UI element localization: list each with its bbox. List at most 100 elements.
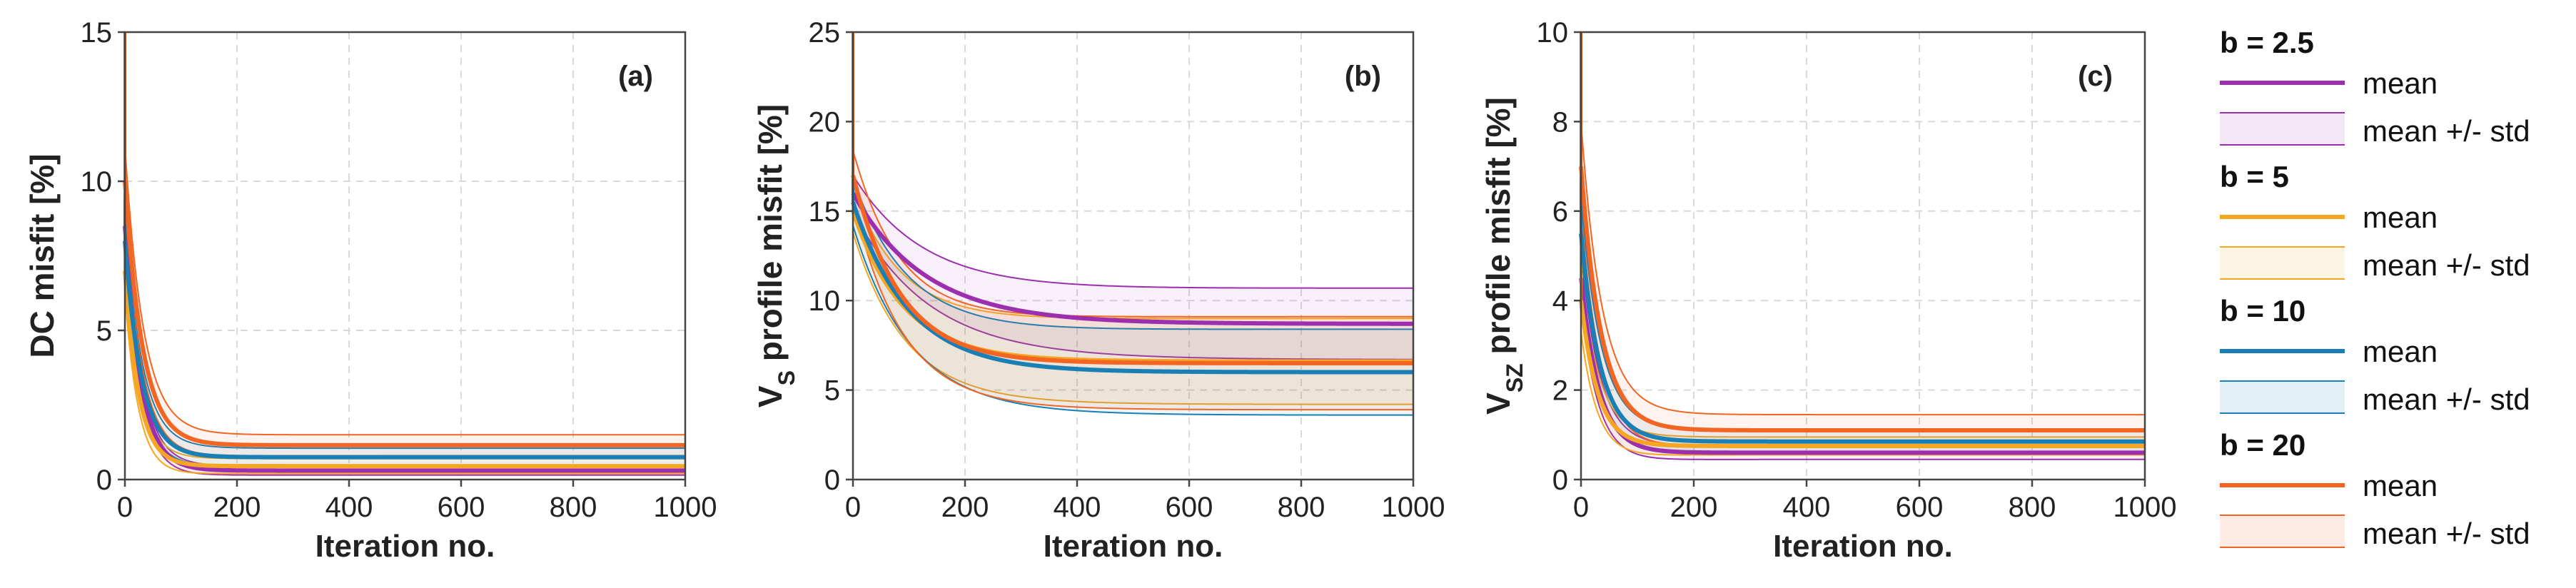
x-tick-label: 800 xyxy=(1278,492,1325,523)
y-axis-label-suffix: profile misfit [%] xyxy=(752,104,789,370)
std-upper-b20 xyxy=(124,145,685,436)
legend-std-label: mean +/- std xyxy=(2363,248,2530,282)
y-tick-label: 0 xyxy=(824,465,840,496)
y-tick-label: 8 xyxy=(1552,106,1568,138)
std-upper-b5 xyxy=(852,189,1414,320)
std-lower-b5 xyxy=(1580,331,2145,456)
x-tick-label: 400 xyxy=(1054,492,1101,523)
x-tick-label: 600 xyxy=(438,492,485,523)
x-tick-label: 0 xyxy=(1573,492,1589,523)
mean-line-b2_5 xyxy=(1579,278,2145,455)
mean-line-b20 xyxy=(851,174,1413,365)
std-band-b20 xyxy=(853,150,1413,410)
x-tick-label: 400 xyxy=(325,492,373,523)
y-tick-label: 4 xyxy=(1552,285,1568,317)
std-lower-b10 xyxy=(852,225,1414,416)
x-tick-label: 600 xyxy=(1896,492,1944,523)
legend-std-swatch-b20 xyxy=(2220,515,2345,547)
x-tick-label: 1000 xyxy=(2113,492,2177,523)
legend-std-swatch-b2_5 xyxy=(2220,113,2345,145)
x-tick-label: 800 xyxy=(550,492,597,523)
mean-line-b10 xyxy=(1579,233,2145,444)
y-tick-label: 2 xyxy=(1552,375,1568,407)
std-lower-b20 xyxy=(124,217,685,457)
y-tick-label: 20 xyxy=(809,106,841,138)
y-axis-label-suffix: profile misfit [%] xyxy=(1480,97,1517,363)
legend-title-b10: b = 10 xyxy=(2220,294,2305,328)
y-axis-label-subscript: S xyxy=(774,370,799,385)
mean-line-b2_5 xyxy=(851,192,1414,326)
x-tick-label: 600 xyxy=(1166,492,1213,523)
y-tick-label: 5 xyxy=(824,375,840,407)
legend: b = 2.5 mean mean +/- std b = 5 mean mean +/-… xyxy=(2220,26,2530,550)
panel-a: 0 200 400 600 800 1000 0 5 10 15 Iteration no. DC m… xyxy=(24,17,717,564)
panel-c: 0 200 400 600 800 1000 0 2 4 6 8 10 Iteration no. VSZ… xyxy=(1480,17,2176,564)
y-tick-label: 10 xyxy=(81,166,113,198)
y-tick-label: 10 xyxy=(1537,17,1569,49)
mean-line-b10 xyxy=(851,201,1413,375)
std-lower-b5 xyxy=(852,232,1414,405)
legend-std-label: mean +/- std xyxy=(2363,382,2530,416)
x-tick-label: 1000 xyxy=(1382,492,1445,523)
legend-std-swatch-b5 xyxy=(2220,247,2345,279)
std-band-b2_5 xyxy=(853,175,1413,360)
y-axis-label-subscript: SZ xyxy=(1502,363,1527,392)
x-tick-label: 200 xyxy=(213,492,261,523)
std-upper-b10 xyxy=(1580,197,2145,432)
panel-tag: (c) xyxy=(2078,61,2113,92)
panel-b: 0 200 400 600 800 1000 0 5 10 15 20 25 Iteration no.… xyxy=(752,17,1445,564)
y-axis-label-main: V xyxy=(1480,392,1517,415)
std-upper-b10 xyxy=(124,213,685,450)
x-tick-label: 200 xyxy=(1670,492,1718,523)
std-band-b10 xyxy=(1581,197,2145,453)
std-lower-b2_5 xyxy=(1580,305,2145,460)
y-tick-label: 10 xyxy=(809,285,841,317)
std-band-b20 xyxy=(125,145,685,456)
y-tick-label: 15 xyxy=(81,17,113,49)
plot-frame xyxy=(852,31,1415,481)
y-tick-label: 6 xyxy=(1552,196,1568,228)
y-axis-label: VSZ profile misfit [%] xyxy=(1480,97,1527,415)
legend-std-swatch-b10 xyxy=(2220,381,2345,413)
y-tick-label: 0 xyxy=(96,465,112,496)
std-upper-b10 xyxy=(852,178,1414,330)
x-tick-label: 400 xyxy=(1783,492,1831,523)
plot-frame xyxy=(123,31,687,481)
legend-std-label: mean +/- std xyxy=(2363,114,2530,148)
y-tick-label: 15 xyxy=(809,196,841,228)
y-axis-label: DC misfit [%] xyxy=(24,153,61,358)
legend-title-b20: b = 20 xyxy=(2220,428,2305,462)
legend-mean-label: mean xyxy=(2363,469,2438,502)
x-axis-label: Iteration no. xyxy=(1044,529,1223,564)
mean-line-b2_5 xyxy=(123,225,685,473)
std-lower-b2_5 xyxy=(124,243,685,476)
x-tick-label: 800 xyxy=(2009,492,2056,523)
y-axis-label-main: DC misfit [%] xyxy=(24,153,61,358)
y-tick-label: 25 xyxy=(809,17,841,49)
mean-line-b5 xyxy=(123,270,685,469)
std-upper-b5 xyxy=(1580,269,2145,438)
std-lower-b2_5 xyxy=(852,211,1414,360)
x-tick-label: 1000 xyxy=(654,492,717,523)
legend-mean-label: mean xyxy=(2363,335,2438,368)
x-axis-label: Iteration no. xyxy=(1773,529,1953,564)
y-tick-label: 0 xyxy=(1552,465,1568,496)
x-axis-label: Iteration no. xyxy=(315,529,495,564)
legend-title-b2_5: b = 2.5 xyxy=(2220,26,2314,59)
mean-line-b20 xyxy=(123,181,685,447)
std-lower-b20 xyxy=(852,200,1413,411)
std-lower-b5 xyxy=(124,294,685,475)
std-upper-b5 xyxy=(124,246,685,460)
plot-frame xyxy=(1580,31,2146,481)
std-band-b5 xyxy=(1581,269,2145,455)
y-axis-label: VS profile misfit [%] xyxy=(752,104,799,407)
legend-mean-label: mean xyxy=(2363,66,2438,100)
std-band-b20 xyxy=(1581,121,2145,447)
mean-line-b20 xyxy=(1579,166,2145,433)
legend-std-label: mean +/- std xyxy=(2363,517,2530,550)
legend-mean-label: mean xyxy=(2363,201,2438,234)
legend-title-b5: b = 5 xyxy=(2220,160,2289,193)
panel-tag: (b) xyxy=(1345,61,1381,92)
y-tick-label: 5 xyxy=(96,315,112,347)
mean-line-b5 xyxy=(1579,300,2145,448)
